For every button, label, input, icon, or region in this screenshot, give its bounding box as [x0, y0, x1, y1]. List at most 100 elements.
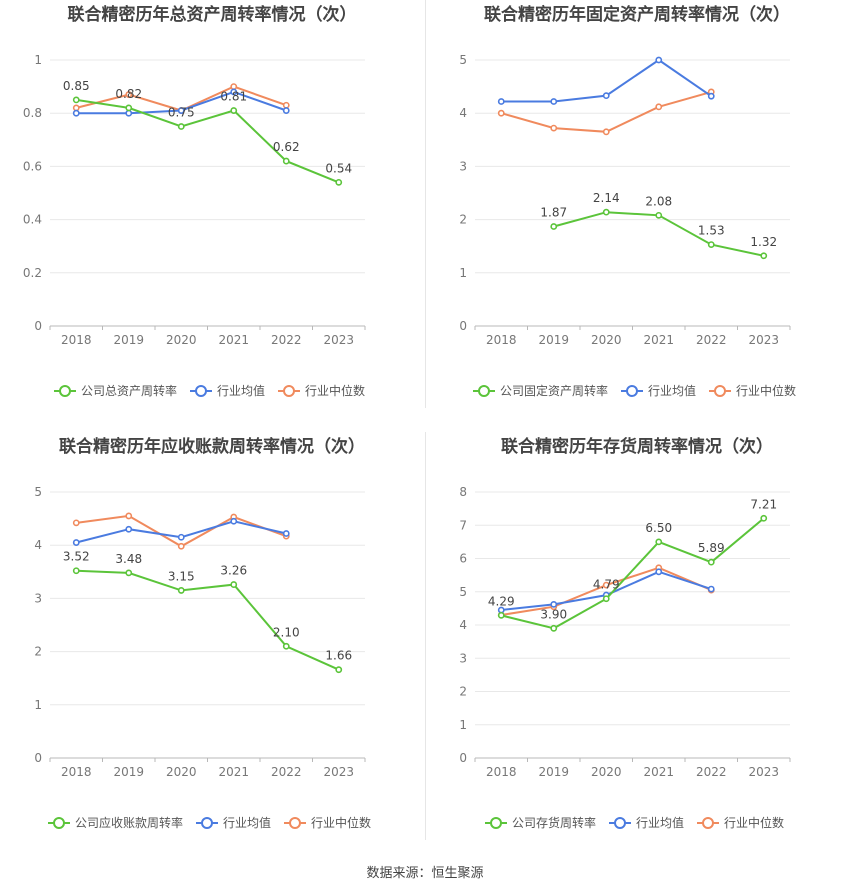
data-point-avg[interactable]: [125, 525, 133, 533]
y-tick-label: 3: [459, 651, 467, 665]
data-point-median[interactable]: [72, 519, 80, 527]
legend-item-median[interactable]: 行业中位数: [709, 383, 796, 398]
x-tick-label: 2020: [166, 333, 197, 347]
data-point-avg[interactable]: [230, 517, 238, 525]
series-line-company: [76, 98, 340, 184]
y-tick-label: 4: [459, 106, 467, 120]
data-point-company[interactable]: [655, 538, 663, 546]
data-point-company[interactable]: [707, 241, 715, 249]
legend-marker-median: [289, 817, 301, 829]
data-point-avg[interactable]: [707, 92, 715, 100]
data-point-median[interactable]: [602, 128, 610, 136]
data-point-avg[interactable]: [655, 568, 663, 576]
data-point-company[interactable]: [760, 514, 768, 522]
data-point-company[interactable]: [230, 581, 238, 588]
y-tick-label: 8: [459, 485, 467, 499]
data-point-avg[interactable]: [72, 109, 80, 117]
legend-item-avg[interactable]: 行业均值: [190, 383, 265, 398]
y-tick-label: 0: [459, 751, 467, 765]
data-point-avg[interactable]: [230, 88, 238, 96]
legend-marker-company: [59, 385, 71, 397]
y-tick-label: 3: [459, 159, 467, 173]
data-point-avg[interactable]: [282, 530, 290, 537]
series-line-median: [76, 514, 287, 548]
data-point-avg[interactable]: [125, 109, 133, 117]
data-point-company[interactable]: [335, 666, 343, 674]
y-tick-label: 1: [34, 698, 42, 712]
y-tick-label: 5: [34, 485, 42, 499]
data-point-median[interactable]: [602, 581, 610, 589]
data-label: 2.08: [645, 194, 672, 208]
data-point-median[interactable]: [497, 109, 505, 117]
legend-item-median[interactable]: 行业中位数: [278, 383, 365, 398]
data-point-avg[interactable]: [177, 107, 185, 114]
data-point-company[interactable]: [497, 611, 505, 619]
data-point-avg[interactable]: [550, 98, 558, 105]
data-point-company[interactable]: [125, 569, 133, 577]
legend-item-company[interactable]: 公司应收账款周转率: [48, 815, 183, 830]
chart-title: 联合精密历年应收账款周转率情况（次）: [59, 436, 365, 457]
data-point-company[interactable]: [177, 587, 185, 594]
data-point-company[interactable]: [282, 157, 290, 165]
data-point-company[interactable]: [335, 178, 343, 186]
y-tick-label: 3: [34, 591, 42, 605]
data-point-median[interactable]: [72, 104, 80, 112]
legend-item-avg[interactable]: 行业均值: [609, 815, 684, 830]
data-point-company[interactable]: [550, 624, 558, 632]
data-point-avg[interactable]: [497, 98, 505, 105]
legend-item-company[interactable]: 公司固定资产周转率: [473, 383, 608, 398]
y-tick-label: 0.4: [23, 213, 42, 227]
data-point-company[interactable]: [230, 107, 238, 114]
data-point-median[interactable]: [230, 83, 238, 90]
data-point-company[interactable]: [177, 123, 185, 130]
data-point-avg[interactable]: [602, 92, 610, 100]
data-point-company[interactable]: [707, 558, 715, 566]
data-point-avg[interactable]: [707, 585, 715, 593]
legend-label-avg: 行业均值: [636, 815, 684, 830]
legend-item-avg[interactable]: 行业均值: [621, 383, 696, 398]
data-point-company[interactable]: [655, 211, 663, 219]
data-label: 0.85: [63, 79, 90, 93]
y-tick-label: 2: [459, 685, 467, 699]
chart-title: 联合精密历年固定资产周转率情况（次）: [484, 4, 790, 25]
legend-marker-median: [283, 385, 295, 397]
legend-item-avg[interactable]: 行业均值: [196, 815, 271, 830]
data-point-avg[interactable]: [72, 539, 80, 546]
legend-label-median: 行业中位数: [305, 383, 365, 398]
legend-item-company[interactable]: 公司存货周转率: [485, 815, 596, 830]
data-label: 0.82: [115, 87, 142, 101]
data-point-avg[interactable]: [177, 533, 185, 541]
data-point-median[interactable]: [655, 103, 663, 111]
x-tick-label: 2019: [113, 765, 144, 779]
data-label: 4.29: [488, 594, 515, 608]
data-point-median[interactable]: [550, 124, 558, 132]
data-point-company[interactable]: [125, 104, 133, 112]
data-point-median[interactable]: [125, 91, 133, 98]
data-point-avg[interactable]: [282, 107, 290, 114]
data-point-company[interactable]: [72, 567, 80, 575]
chart-receivables-turnover: 联合精密历年应收账款周转率情况（次） 0 1 2 3 4 5 2018 2019 2020 2021…: [34, 436, 371, 830]
data-point-median[interactable]: [282, 101, 290, 109]
data-point-company[interactable]: [602, 595, 610, 603]
data-point-median[interactable]: [125, 512, 133, 520]
legend-label-avg: 行业均值: [217, 383, 265, 398]
x-tick-label: 2018: [486, 765, 517, 779]
legend-item-company[interactable]: 公司总资产周转率: [54, 383, 177, 398]
data-point-company[interactable]: [282, 642, 290, 650]
legend-item-median[interactable]: 行业中位数: [284, 815, 371, 830]
legend-item-median[interactable]: 行业中位数: [697, 815, 784, 830]
data-point-company[interactable]: [550, 223, 558, 230]
data-point-company[interactable]: [760, 252, 768, 260]
legend-label-avg: 行业均值: [648, 383, 696, 398]
panel-divider: [425, 0, 426, 408]
x-tick-label: 2022: [696, 765, 727, 779]
data-point-median[interactable]: [177, 542, 185, 550]
data-point-company[interactable]: [602, 208, 610, 216]
data-point-avg[interactable]: [655, 56, 663, 64]
data-point-company[interactable]: [72, 96, 80, 104]
x-tick-label: 2022: [271, 765, 302, 779]
legend-marker-avg: [201, 817, 213, 829]
data-label: 3.52: [63, 550, 90, 564]
data-point-avg[interactable]: [550, 600, 558, 608]
